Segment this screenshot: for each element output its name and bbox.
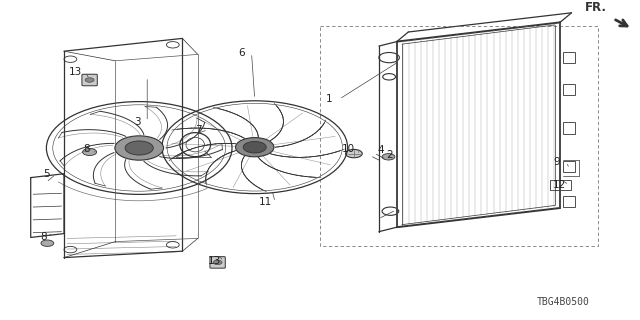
Text: 6: 6 [239,48,245,58]
Circle shape [85,78,94,82]
Text: 9: 9 [554,156,560,167]
FancyBboxPatch shape [82,74,97,86]
Circle shape [236,138,274,157]
Text: 13: 13 [208,256,221,266]
Circle shape [83,148,97,156]
Circle shape [346,149,362,158]
Text: 10: 10 [342,144,355,154]
Text: 13: 13 [69,67,82,77]
Text: 1: 1 [326,94,333,104]
Circle shape [115,136,164,160]
Text: 2: 2 [386,150,392,160]
Circle shape [243,141,266,153]
Text: 4: 4 [378,145,384,156]
Circle shape [213,260,222,265]
Text: FR.: FR. [585,1,607,14]
Text: 8: 8 [83,144,90,154]
Text: 11: 11 [259,197,272,207]
Text: 5: 5 [43,169,49,180]
Text: 8: 8 [40,232,47,242]
Circle shape [41,240,54,246]
FancyBboxPatch shape [210,257,225,268]
Circle shape [125,141,153,155]
Circle shape [382,154,395,160]
Text: 3: 3 [134,116,141,127]
Text: TBG4B0500: TBG4B0500 [537,297,589,308]
Text: 12: 12 [553,180,566,190]
Text: 7: 7 [195,124,202,135]
